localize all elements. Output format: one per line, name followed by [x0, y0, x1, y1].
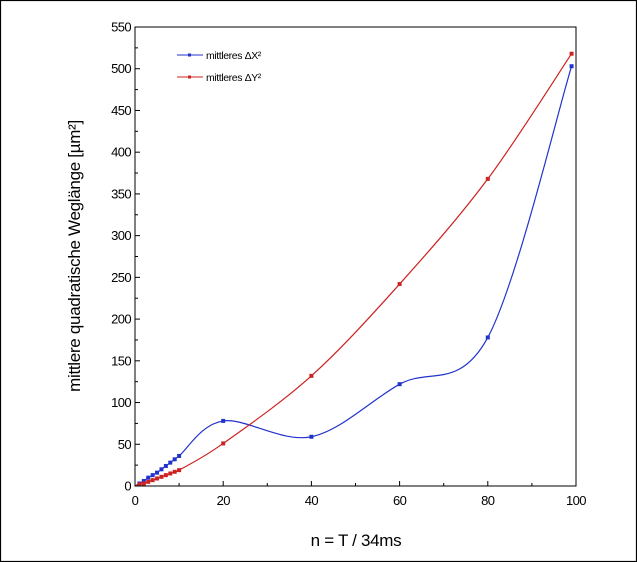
data-point-series-y [155, 476, 160, 481]
legend: mittleres ΔX² mittleres ΔY² [177, 50, 262, 84]
y-tick-label: 100 [111, 395, 131, 410]
x-axis-title: n = T / 34ms [311, 531, 402, 550]
data-point-series-x [221, 418, 226, 423]
data-point-series-y [137, 482, 142, 487]
legend-marker-series-y [188, 75, 191, 79]
data-point-series-x [163, 463, 168, 468]
legend-item-series-x: mittleres ΔX² [177, 50, 262, 62]
data-point-series-x [155, 470, 160, 475]
data-point-series-y [159, 474, 164, 479]
data-point-series-x [146, 475, 151, 480]
x-tick-label: 0 [132, 493, 139, 508]
data-point-series-x [309, 434, 314, 439]
data-point-series-y [221, 441, 226, 446]
data-point-series-x [150, 473, 155, 478]
data-point-series-y [485, 176, 490, 181]
y-axis-title: mittlere quadratische Weglänge [µm²] [65, 120, 84, 392]
data-point-series-y [569, 51, 574, 56]
legend-label-series-x: mittleres ΔX² [206, 50, 262, 62]
data-point-series-x [141, 478, 146, 483]
x-tick-label: 60 [393, 493, 407, 508]
x-tick-label: 80 [481, 493, 495, 508]
y-tick-label: 450 [111, 103, 131, 118]
y-tick-label: 50 [118, 437, 132, 452]
data-point-series-y [146, 479, 151, 484]
legend-marker-series-x [188, 53, 191, 57]
data-point-series-x [159, 467, 164, 472]
data-point-series-y [309, 373, 314, 378]
data-point-series-y [150, 478, 155, 483]
plot-area-frame [134, 26, 577, 487]
x-tick-label: 40 [305, 493, 319, 508]
line-series-y [134, 51, 574, 487]
axis-ticks: 0 20 40 60 80 100 0 50 100 150 200 250 300 350 400 450 5… [111, 20, 587, 509]
y-tick-label: 0 [124, 479, 131, 494]
data-point-series-x [177, 453, 182, 458]
y-tick-label: 250 [111, 270, 131, 285]
y-tick-label: 350 [111, 186, 131, 201]
data-point-series-x [168, 460, 173, 465]
data-point-series-y [163, 473, 168, 478]
data-point-series-x [485, 335, 490, 340]
series-layer [134, 51, 574, 487]
data-point-series-y [397, 282, 402, 287]
x-tick-label: 100 [566, 493, 586, 508]
line-series-x [134, 64, 574, 487]
y-tick-label: 550 [111, 20, 131, 35]
y-tick-label: 200 [111, 312, 131, 327]
data-point-series-x [172, 457, 177, 462]
data-point-series-y [172, 469, 177, 474]
y-tick-label: 500 [111, 61, 131, 76]
data-point-series-y [168, 471, 173, 476]
data-point-series-x [569, 64, 574, 69]
data-point-series-y [141, 481, 146, 486]
y-tick-label: 150 [111, 353, 131, 368]
data-point-series-y [177, 468, 182, 473]
x-tick-label: 20 [217, 493, 231, 508]
legend-item-series-y: mittleres ΔY² [177, 72, 262, 84]
y-tick-label: 300 [111, 228, 131, 243]
y-tick-label: 400 [111, 145, 131, 160]
data-point-series-x [397, 382, 402, 387]
legend-label-series-y: mittleres ΔY² [206, 72, 262, 84]
